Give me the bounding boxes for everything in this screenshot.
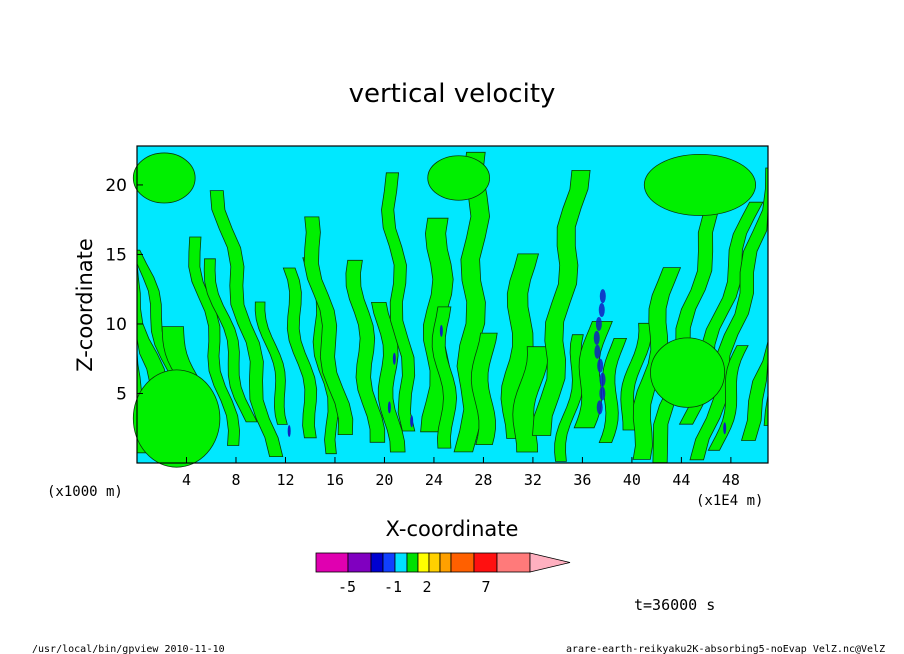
chart-title: vertical velocity [349, 79, 556, 109]
y-tick-label: 10 [105, 315, 127, 335]
positive-velocity-band [470, 332, 498, 445]
x-axis-label: X-coordinate [386, 517, 519, 541]
colorbar-tick-label: -5 [338, 578, 356, 596]
strong-velocity-core [597, 358, 604, 373]
x-tick-label: 44 [672, 471, 690, 489]
positive-velocity-band [282, 267, 318, 439]
x-unit-right: (x1E4 m) [696, 493, 763, 509]
positive-velocity-band [598, 338, 628, 443]
positive-velocity-band [188, 236, 241, 446]
y-tick-label: 15 [105, 245, 127, 265]
colorbar-tick-labels: -5 -1 2 7 [338, 578, 491, 596]
colorbar-segment [417, 552, 430, 573]
colorbar-segment [347, 552, 372, 573]
colorbar-segment [496, 552, 531, 573]
strong-velocity-core [595, 316, 602, 331]
x-tick-label: 24 [425, 471, 443, 489]
strong-velocity-core [598, 303, 605, 318]
strong-velocity-core [594, 344, 601, 359]
positive-velocity-band [381, 172, 416, 432]
positive-velocity-region [427, 155, 491, 201]
colorbar-segment [473, 552, 498, 573]
x-tick-label: 40 [623, 471, 641, 489]
colorbar-segment [450, 552, 475, 573]
positive-velocity-band [431, 306, 458, 449]
strong-velocity-core [599, 372, 606, 387]
footer-right: arare-earth-reikyaku2K-absorbing5-noEvap… [566, 644, 885, 654]
positive-velocity-region [132, 152, 196, 204]
strong-velocity-spot [387, 401, 391, 414]
positive-velocity-band [254, 301, 288, 425]
colorbar-segment [394, 552, 408, 573]
positive-velocity-band [203, 258, 258, 423]
colorbar-segment [428, 552, 441, 573]
colorbar-segment [406, 552, 419, 573]
positive-velocity-band [303, 216, 354, 435]
colorbar-segment [439, 552, 452, 573]
y-axis-label: Z-coordinate [73, 238, 97, 372]
positive-velocity-band [209, 190, 284, 457]
strong-velocity-spot [410, 415, 414, 428]
y-tick-label: 5 [116, 384, 127, 404]
time-label: t=36000 s [634, 596, 715, 614]
x-tick-label: 8 [231, 471, 240, 489]
y-tick-label: 20 [105, 176, 127, 196]
colorbar-tick-label: 2 [422, 578, 431, 596]
y-axis-ticks: 5 10 15 20 [105, 176, 143, 404]
positive-velocity-band [345, 259, 386, 443]
positive-velocity-band [532, 170, 591, 436]
x-tick-label: 4 [182, 471, 191, 489]
colorbar [315, 552, 571, 573]
plot-area [132, 145, 769, 468]
colorbar-tick-label: 7 [481, 578, 490, 596]
colorbar-segment [382, 552, 396, 573]
x-tick-label: 36 [573, 471, 591, 489]
x-tick-label: 12 [276, 471, 294, 489]
strong-velocity-spot [287, 425, 291, 438]
strong-velocity-core [593, 330, 600, 345]
plot-frame [136, 145, 769, 464]
x-tick-label: 16 [326, 471, 344, 489]
x-unit-left: (x1000 m) [47, 484, 123, 500]
x-tick-label: 32 [524, 471, 542, 489]
positive-velocity-band [554, 334, 584, 462]
colorbar-extend-arrow [529, 552, 571, 573]
x-tick-label: 20 [375, 471, 393, 489]
positive-velocity-region [643, 153, 757, 216]
x-axis-ticks: 4 8 12 16 20 24 28 32 36 40 44 48 [182, 457, 740, 489]
strong-velocity-core [596, 400, 603, 415]
x-tick-label: 28 [474, 471, 492, 489]
positive-velocity-band [707, 345, 749, 451]
strong-velocity-core [599, 386, 606, 401]
velocity-bands [132, 150, 769, 468]
colorbar-segment [370, 552, 384, 573]
positive-velocity-region [650, 337, 726, 408]
colorbar-tick-label: -1 [384, 578, 402, 596]
strong-velocity-spot [723, 422, 727, 435]
positive-velocity-band [371, 302, 406, 453]
strong-velocity-spot [392, 352, 396, 365]
footer-left: /usr/local/bin/gpview 2010-11-10 [32, 644, 225, 654]
positive-velocity-region [132, 369, 221, 468]
strong-velocity-core [599, 289, 606, 304]
colorbar-segment [315, 552, 349, 573]
strong-velocity-spot [439, 324, 443, 337]
x-tick-label: 48 [722, 471, 740, 489]
